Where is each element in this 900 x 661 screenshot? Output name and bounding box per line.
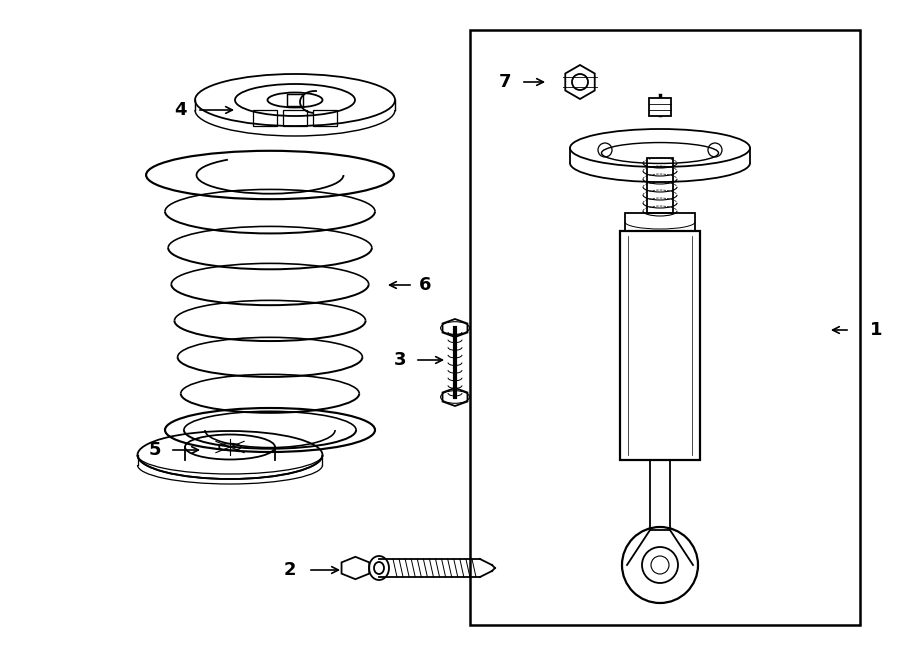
Text: 2: 2 [284,561,296,579]
Text: 3: 3 [394,351,406,369]
Bar [470,30,860,625]
Text: 1: 1 [870,321,883,339]
Bar [647,158,673,213]
Bar [283,110,307,126]
Text: 5: 5 [148,441,161,459]
Bar [313,110,337,126]
Text: 4: 4 [174,101,186,119]
Bar [620,231,700,460]
Bar [253,110,277,126]
Bar [650,460,670,530]
Text: 7: 7 [499,73,511,91]
Bar [625,213,695,231]
Text: 6: 6 [418,276,431,294]
Bar [287,94,303,106]
FancyBboxPatch shape [649,98,671,116]
